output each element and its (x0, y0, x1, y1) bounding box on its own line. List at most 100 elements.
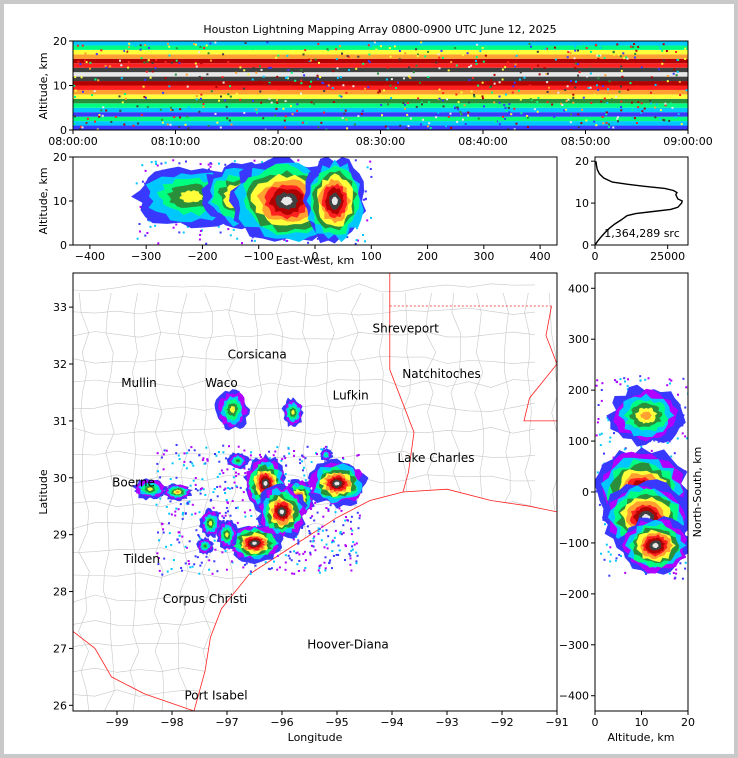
altitude-time-speckle (450, 126, 453, 129)
altitude-time-speckle (367, 44, 370, 47)
map-speckle (317, 530, 320, 533)
map-speckle (192, 479, 195, 482)
altitude-time-speckle (437, 91, 440, 94)
map-speckle (187, 560, 190, 562)
map-speckle (222, 444, 225, 447)
map-speckle (353, 543, 356, 546)
map-speckle (302, 466, 305, 469)
northsouth-x-tick-label: 0 (592, 716, 599, 729)
map-speckle (318, 567, 321, 569)
altitude-time-speckle (261, 95, 264, 98)
eastwest-speckle (149, 225, 152, 228)
map-speckle (310, 461, 313, 464)
altitude-time-speckle (468, 79, 471, 82)
altitude-time-speckle (300, 79, 303, 82)
eastwest-speckle (146, 232, 149, 234)
storm-cell-4-level-10 (263, 481, 268, 487)
altitude-time-speckle (475, 62, 478, 65)
map-speckle (316, 511, 319, 514)
map-speckle (224, 514, 227, 517)
northsouth-speckle (670, 379, 673, 382)
map-speckle (244, 472, 247, 475)
northsouth-speckle (644, 378, 647, 381)
altitude-time-speckle (421, 103, 423, 106)
altitude-time-speckle (447, 69, 450, 72)
altitude-time-speckle (427, 50, 430, 53)
altitude-time-speckle (380, 104, 383, 106)
altitude-time-speckle (572, 101, 575, 104)
map-speckle (334, 511, 337, 514)
altitude-time-speckle (262, 75, 265, 78)
altitude-time-speckle (252, 67, 255, 69)
map-speckle (321, 448, 324, 451)
altitude-time-speckle (574, 86, 577, 89)
altitude-time-speckle (219, 119, 222, 122)
map-speckle (232, 468, 235, 470)
altitude-time-speckle (473, 95, 476, 98)
altitude-time-speckle (620, 100, 623, 103)
altitude-time-speckle (454, 107, 456, 110)
northsouth-speckle (619, 383, 622, 386)
map-speckle (188, 540, 191, 543)
map-speckle (184, 562, 187, 565)
altitude-time-speckle (340, 109, 343, 111)
altitude-band (73, 54, 688, 59)
altitude-time-speckle (300, 92, 302, 95)
map-speckle (196, 556, 199, 559)
altitude-band (73, 107, 688, 113)
map-x-tick-label: −99 (105, 716, 128, 729)
map-speckle (161, 573, 164, 576)
city-label: Tilden (123, 552, 160, 566)
map-speckle (318, 528, 321, 531)
altitude-time-speckle (143, 61, 146, 64)
map-speckle (349, 557, 352, 560)
altitude-time-speckle (564, 108, 567, 111)
map-speckle (350, 569, 353, 572)
northsouth-speckle (657, 440, 660, 443)
map-speckle (355, 551, 358, 554)
altitude-time-speckle (285, 77, 288, 79)
map-speckle (309, 516, 312, 519)
map-speckle (212, 506, 215, 509)
map-speckle (233, 481, 236, 484)
altitude-time-speckle (310, 101, 313, 104)
eastwest-speckle (362, 234, 364, 236)
map-speckle (175, 507, 178, 510)
altitude-time-speckle (140, 57, 143, 60)
map-speckle (222, 516, 225, 519)
map-speckle (181, 569, 183, 572)
map-speckle (284, 473, 287, 475)
altitude-time-speckle (589, 86, 592, 89)
northsouth-speckle (653, 439, 656, 442)
map-speckle (220, 469, 223, 472)
eastwest-speckle (250, 239, 253, 242)
altitude-time-speckle (174, 73, 177, 76)
altitude-time-speckle (544, 47, 547, 50)
map-speckle (324, 461, 327, 464)
altitude-time-heatmap (73, 41, 688, 130)
map-speckle (157, 563, 160, 566)
altitude-time-speckle (509, 100, 512, 103)
altitude-time-speckle (536, 110, 539, 113)
map-speckle (249, 572, 252, 575)
altitude-time-speckle (536, 100, 539, 103)
altitude-time-speckle (341, 117, 344, 120)
histogram-y-tick-label: 0 (582, 239, 589, 252)
northsouth-speckle (599, 444, 602, 447)
altitude-time-speckle (677, 59, 680, 61)
altitude-time-speckle (637, 45, 640, 48)
altitude-time-speckle (200, 62, 203, 65)
altitude-time-speckle (605, 111, 608, 114)
map-speckle (175, 444, 178, 446)
map-speckle (175, 452, 178, 455)
altitude-time-speckle (175, 59, 178, 62)
altitude-time-speckle (139, 44, 142, 47)
northsouth-speckle (623, 377, 626, 380)
altitude-time-speckle (662, 118, 665, 121)
altitude-time-speckle (595, 84, 598, 87)
map-speckle (321, 525, 324, 528)
altitude-time-speckle (658, 44, 661, 47)
map-speckle (314, 501, 317, 504)
altitude-time-speckle (105, 66, 108, 69)
altitude-time-speckle (154, 67, 157, 70)
